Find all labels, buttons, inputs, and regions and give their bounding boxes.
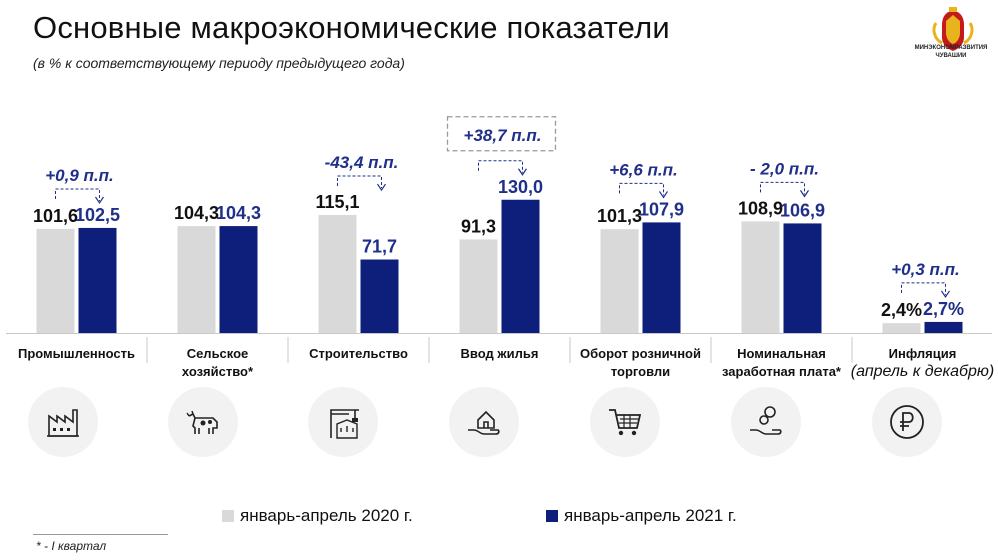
annotation-arrow-6 [941, 290, 950, 299]
annotation-label-6: +0,3 п.п. [891, 260, 960, 279]
data-label-2020-5: 108,9 [738, 198, 783, 218]
data-label-2021-3: 130,0 [498, 177, 543, 197]
annotation-bracket-2 [337, 175, 382, 189]
category-label-4-line-0: Оборот розничной [580, 346, 701, 361]
annotation-label-3: +38,7 п.п. [464, 126, 542, 145]
logo-caption: МИНЭКОНОМРАЗВИТИЯ ЧУВАШИИ [914, 45, 988, 59]
page-subtitle: (в % к соответствующему периоду предыдущ… [33, 55, 405, 71]
data-label-2021-6: 2,7% [923, 299, 964, 319]
bar-2020-4 [600, 229, 639, 333]
annotation-bracket-0 [55, 188, 100, 201]
data-label-2020-2: 115,1 [315, 192, 359, 212]
category-label-3-line-0: Ввод жилья [461, 346, 539, 361]
bar-2021-4 [642, 222, 681, 333]
shopping-cart-icon [590, 387, 660, 457]
annotation-highlight-box-3 [446, 116, 557, 152]
house-in-hand-icon [449, 387, 519, 457]
annotation-label-4: +6,6 п.п. [609, 160, 678, 179]
legend-swatch-2021 [546, 510, 558, 522]
data-label-2021-4: 107,9 [639, 199, 684, 219]
bar-2020-0 [36, 228, 75, 333]
legend-item-2021: январь-апрель 2021 г. [546, 506, 737, 526]
bar-2021-3 [501, 199, 540, 333]
page-title: Основные макроэкономические показатели [33, 10, 670, 45]
annotation-bracket-6 [901, 282, 946, 295]
data-label-2020-4: 101,3 [597, 206, 642, 226]
annotation-arrow-3 [518, 168, 527, 176]
annotation-arrow-4 [659, 191, 668, 199]
data-label-2020-3: 91,3 [461, 216, 496, 236]
legend-item-2020: январь-апрель 2020 г. [222, 506, 413, 526]
coins-in-hand-icon [731, 387, 801, 457]
data-label-2021-5: 106,9 [780, 200, 825, 220]
ruble-sign-icon [872, 387, 942, 457]
bar-2020-2 [318, 215, 357, 333]
factory-icon [28, 387, 98, 457]
category-label-5-line-1: заработная плата* [722, 364, 842, 379]
construction-crane-icon [308, 387, 378, 457]
annotation-label-0: +0,9 п.п. [45, 166, 114, 185]
data-label-2020-0: 101,6 [33, 206, 78, 226]
data-label-2020-6: 2,4% [881, 300, 922, 320]
annotation-arrow-0 [95, 196, 104, 205]
cow-icon [168, 387, 238, 457]
annotation-label-2: -43,4 п.п. [325, 153, 399, 172]
footnote: * - I квартал [36, 539, 107, 553]
bar-2020-6 [882, 323, 921, 333]
annotation-bracket-4 [619, 182, 664, 196]
category-label-1-line-1: хозяйство* [182, 364, 254, 379]
legend-label-2020: январь-апрель 2020 г. [240, 506, 413, 525]
data-label-2021-1: 104,3 [216, 203, 261, 223]
category-label-6-line-0: Инфляция [889, 346, 957, 361]
data-label-2021-0: 102,5 [75, 205, 120, 225]
legend-swatch-2020 [222, 510, 234, 522]
category-label-0-line-0: Промышленность [18, 346, 135, 361]
annotation-arrow-5 [800, 190, 809, 198]
annotation-bracket-5 [760, 181, 805, 195]
category-label-4-line-1: торговли [611, 364, 670, 379]
category-label-6-line-1: (апрель к декабрю) [851, 363, 994, 380]
bar-2020-5 [741, 221, 780, 333]
bar-2021-2 [360, 259, 399, 333]
bar-2020-1 [177, 226, 216, 333]
data-label-2020-1: 104,3 [174, 203, 219, 223]
bar-2021-1 [219, 226, 258, 333]
coat-of-arms-logo [918, 3, 988, 65]
category-label-1-line-0: Сельское [187, 346, 249, 361]
footnote-divider [33, 534, 168, 535]
annotation-bracket-3 [478, 160, 523, 173]
bar-2021-0 [78, 227, 117, 333]
category-label-2-line-0: Строительство [309, 346, 408, 361]
annotation-label-5: - 2,0 п.п. [750, 159, 819, 178]
bar-2021-5 [783, 223, 822, 333]
data-label-2021-2: 71,7 [362, 237, 397, 257]
category-label-5-line-0: Номинальная [737, 346, 826, 361]
legend-label-2021: январь-апрель 2021 г. [564, 506, 737, 525]
bar-2020-3 [459, 239, 498, 333]
bar-2021-6 [924, 321, 963, 333]
annotation-arrow-2 [377, 183, 386, 192]
